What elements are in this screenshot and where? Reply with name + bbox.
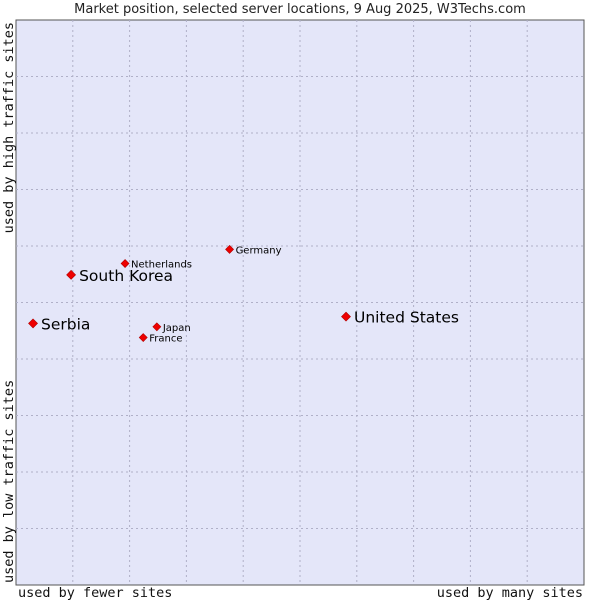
x-axis-label-right: used by many sites [437,585,583,600]
data-labels: United States Serbia South KoreaNetherland… [41,245,459,344]
label-south-korea: South Korea [79,267,173,285]
label-germany: Germany [236,245,282,256]
point-netherlands [120,259,130,268]
y-axis-label-bottom: used by low traffic sites [1,380,17,583]
point-serbia [28,318,38,329]
y-axis-label-top: used by high traffic sites [1,22,17,233]
grid [16,20,584,585]
chart-title: Market position, selected server locatio… [74,2,526,17]
point-united-states [341,311,351,322]
data-points [28,244,351,342]
label-france: France [149,334,182,345]
label-japan: Japan [162,323,191,334]
point-germany [225,244,234,254]
point-japan [152,322,162,332]
label-serbia: Serbia [41,315,90,333]
point-south-korea [66,269,77,280]
label-netherlands: Netherlands [131,260,192,271]
label-united-states: United States [354,309,459,327]
point-france [138,333,148,342]
x-axis-label-left: used by fewer sites [18,585,172,600]
